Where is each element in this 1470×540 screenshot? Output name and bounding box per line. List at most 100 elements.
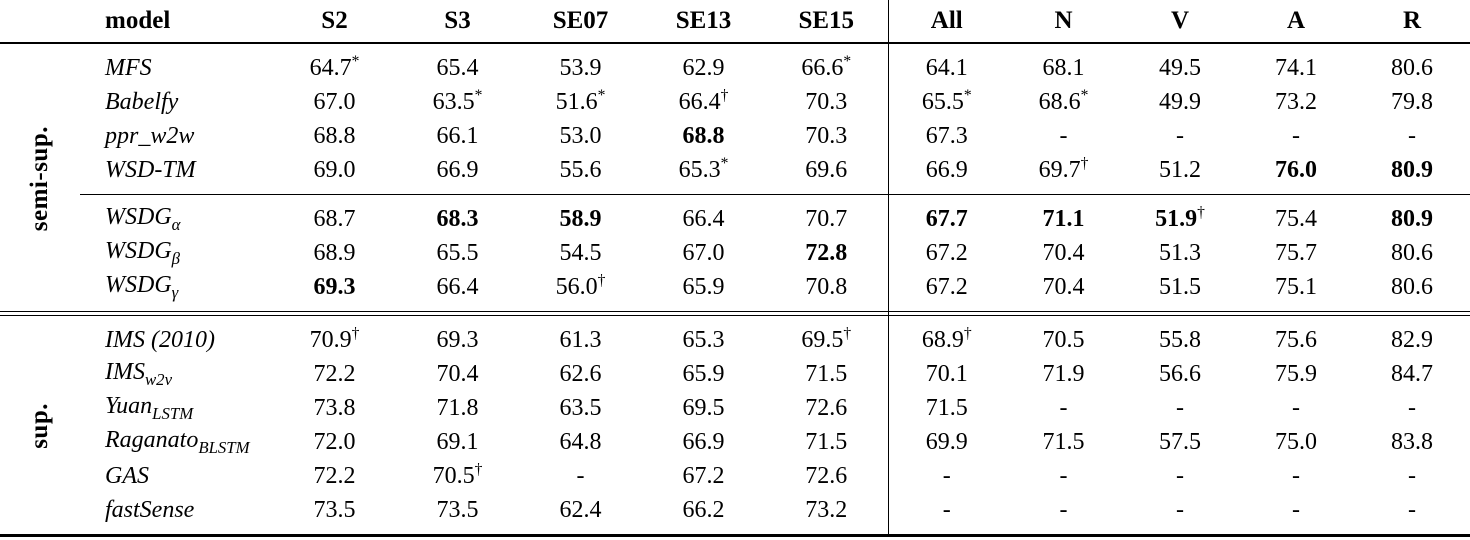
score-cell: 65.3*	[642, 153, 765, 195]
score-value: 70.7	[805, 205, 848, 232]
score-value: 75.4	[1275, 205, 1317, 232]
score-cell: 62.9	[642, 43, 765, 85]
score-cell: 72.0	[273, 425, 396, 459]
table-row: IMSw2v 72.2 70.4 62.6 65.9 71.5 70.1 71.9 56.6 75…	[0, 357, 1470, 391]
significance-marker: *	[597, 86, 606, 104]
score-value: 65.9	[682, 360, 725, 387]
score-cell: -	[1354, 119, 1470, 153]
column-header-all: All	[887, 0, 1005, 44]
score-cell: 69.5	[642, 391, 765, 425]
score-value: 70.3	[805, 88, 848, 115]
score-value: 75.6	[1275, 326, 1317, 353]
table-row: RaganatoBLSTM 72.0 69.1 64.8 66.9 71.5 69.9 71.…	[0, 425, 1470, 459]
score-value: 80.6	[1391, 54, 1433, 81]
score-cell: -	[1122, 119, 1238, 153]
score-value: 64.1	[925, 54, 968, 81]
score-cell: -	[1238, 459, 1354, 493]
score-value: 71.5	[925, 394, 968, 421]
score-value: 66.4	[682, 205, 725, 232]
score-cell: 70.3	[765, 85, 888, 119]
score-cell: 51.6*	[519, 85, 642, 119]
score-cell: 75.9	[1238, 357, 1354, 391]
score-value: 73.5	[313, 496, 356, 523]
score-value: 68.3	[436, 205, 479, 232]
section-separator	[0, 311, 1470, 316]
score-cell: 69.3	[273, 270, 396, 312]
score-value: 70.4	[1042, 273, 1085, 300]
score-cell: 53.0	[519, 119, 642, 153]
score-cell: 69.1	[396, 425, 519, 459]
model-name-subscript: β	[171, 248, 181, 268]
score-cell: -	[1122, 459, 1238, 493]
score-value: 72.6	[805, 394, 848, 421]
score-value: 69.7	[1038, 156, 1081, 183]
score-cell: 68.7	[273, 194, 396, 236]
score-cell: -	[1238, 391, 1354, 425]
table-row: WSD-TM 69.0 66.9 55.6 65.3* 69.6 66.9 69.7† 51.2…	[0, 153, 1470, 195]
score-value: 57.5	[1159, 428, 1201, 455]
header-corner	[0, 0, 80, 44]
column-header-model: model	[80, 0, 273, 44]
model-name-text: MFS	[105, 54, 152, 81]
score-cell: 61.3	[519, 316, 642, 358]
score-value: -	[942, 496, 951, 523]
score-cell: 56.6	[1122, 357, 1238, 391]
score-value: 49.9	[1159, 88, 1201, 115]
score-value: 68.1	[1042, 54, 1085, 81]
score-cell: 76.0	[1238, 153, 1354, 195]
score-value: -	[1292, 394, 1300, 421]
score-cell: 70.7	[765, 194, 888, 236]
score-cell: 65.3	[642, 316, 765, 358]
score-cell: -	[519, 459, 642, 493]
score-cell: 75.6	[1238, 316, 1354, 358]
score-value: 69.3	[313, 273, 356, 300]
score-value: -	[1059, 496, 1068, 523]
score-cell: 67.0	[642, 236, 765, 270]
table-row: semi-sup. MFS 64.7* 65.4 53.9 62.9 66.6* 64.1 68…	[0, 43, 1470, 231]
score-cell: -	[1005, 493, 1122, 536]
significance-marker: †	[351, 324, 360, 342]
model-name-text: WSDG	[105, 237, 172, 264]
score-cell: -	[1354, 493, 1470, 536]
significance-marker: *	[474, 86, 483, 104]
table-body: semi-sup. MFS 64.7* 65.4 53.9 62.9 66.6* 64.1 68…	[0, 43, 1470, 536]
row-group-label: semi-sup.	[0, 43, 80, 312]
score-cell: 71.5	[1005, 425, 1122, 459]
score-value: 70.1	[925, 360, 968, 387]
score-cell: 66.9	[642, 425, 765, 459]
score-cell: 58.9	[519, 194, 642, 236]
score-cell: 72.6	[765, 391, 888, 425]
score-cell: 62.4	[519, 493, 642, 536]
model-name: YuanLSTM	[80, 391, 273, 425]
significance-marker: †	[597, 271, 606, 289]
score-cell: 80.9	[1354, 153, 1470, 195]
score-cell: 75.7	[1238, 236, 1354, 270]
score-value: 62.9	[682, 54, 725, 81]
model-name-text: Babelfy	[105, 88, 179, 115]
score-cell: 51.5	[1122, 270, 1238, 312]
score-cell: 70.5†	[396, 459, 519, 493]
score-cell: 64.1	[887, 43, 1005, 85]
score-value: 67.0	[682, 239, 725, 266]
score-cell: 57.5	[1122, 425, 1238, 459]
score-value: 83.8	[1391, 428, 1433, 455]
score-value: 72.6	[805, 462, 848, 489]
model-name: Babelfy	[80, 85, 273, 119]
score-value: 70.4	[1042, 239, 1085, 266]
score-value: 56.0	[555, 273, 598, 300]
table-row: WSDGβ 68.9 65.5 54.5 67.0 72.8 67.2 70.4 51.3 75.…	[0, 236, 1470, 270]
score-value: 68.8	[682, 122, 725, 149]
score-value: 71.9	[1042, 360, 1085, 387]
significance-marker: †	[1197, 203, 1205, 221]
score-value: 63.5	[432, 88, 475, 115]
score-cell: 80.6	[1354, 270, 1470, 312]
score-cell: 71.5	[887, 391, 1005, 425]
score-value: 70.5	[1042, 326, 1085, 353]
score-cell: 66.1	[396, 119, 519, 153]
table-row: GAS 72.2 70.5† - 67.2 72.6 - - - - -	[0, 459, 1470, 493]
score-cell: 70.8	[765, 270, 888, 312]
score-cell: 68.9	[273, 236, 396, 270]
score-value: 67.2	[925, 273, 968, 300]
score-value: 69.9	[925, 428, 968, 455]
